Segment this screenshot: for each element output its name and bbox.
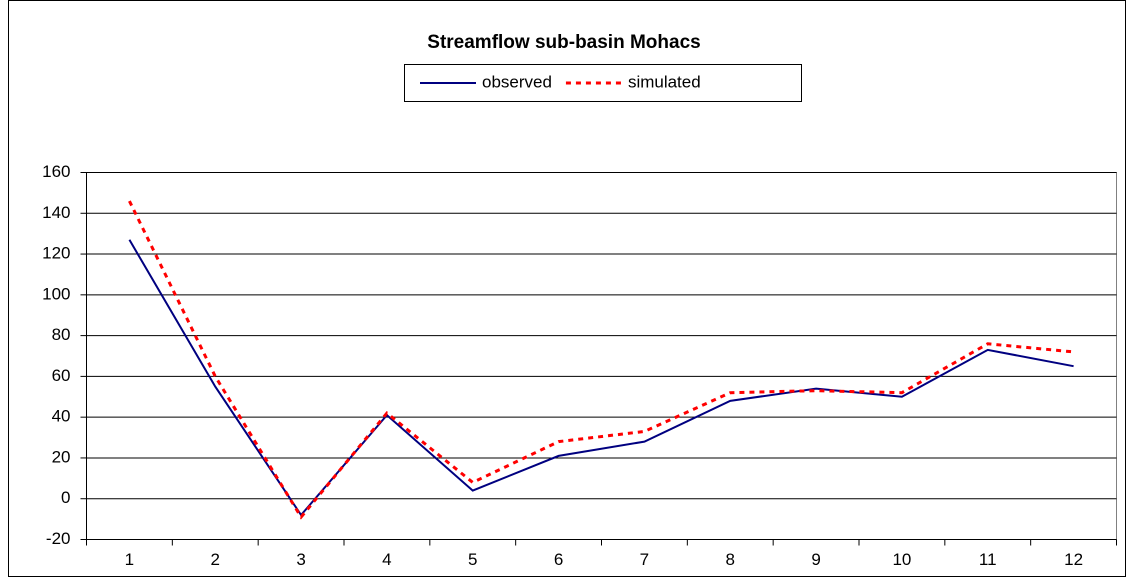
x-tick-label: 3 [296,550,305,569]
y-tick-label: 120 [42,244,70,263]
x-tick-label: 7 [640,550,649,569]
legend-label: observed [482,72,552,91]
x-tick-label: 5 [468,550,477,569]
x-tick-label: 1 [125,550,134,569]
y-tick-label: 40 [52,407,71,426]
y-tick-label: 0 [61,488,70,507]
x-tick-label: 10 [892,550,911,569]
y-tick-label: 60 [52,366,71,385]
x-tick-label: 12 [1064,550,1083,569]
legend-label: simulated [628,72,701,91]
y-tick-label: 100 [42,284,70,303]
y-tick-label: -20 [46,529,71,548]
x-tick-label: 4 [382,550,391,569]
x-tick-label: 2 [211,550,220,569]
plot-area [86,172,1117,540]
series-line [128,200,1074,520]
x-tick-label: 9 [811,550,820,569]
chart-title: Streamflow sub-basin Mohacs [427,32,700,53]
x-tick-label: 11 [979,550,997,569]
x-tick-label: 8 [726,550,735,569]
y-tick-label: 140 [42,203,70,222]
x-tick-label: 6 [554,550,563,569]
y-tick-label: 20 [52,447,71,466]
y-tick-label: 160 [42,162,70,181]
y-tick-label: 80 [52,325,71,344]
